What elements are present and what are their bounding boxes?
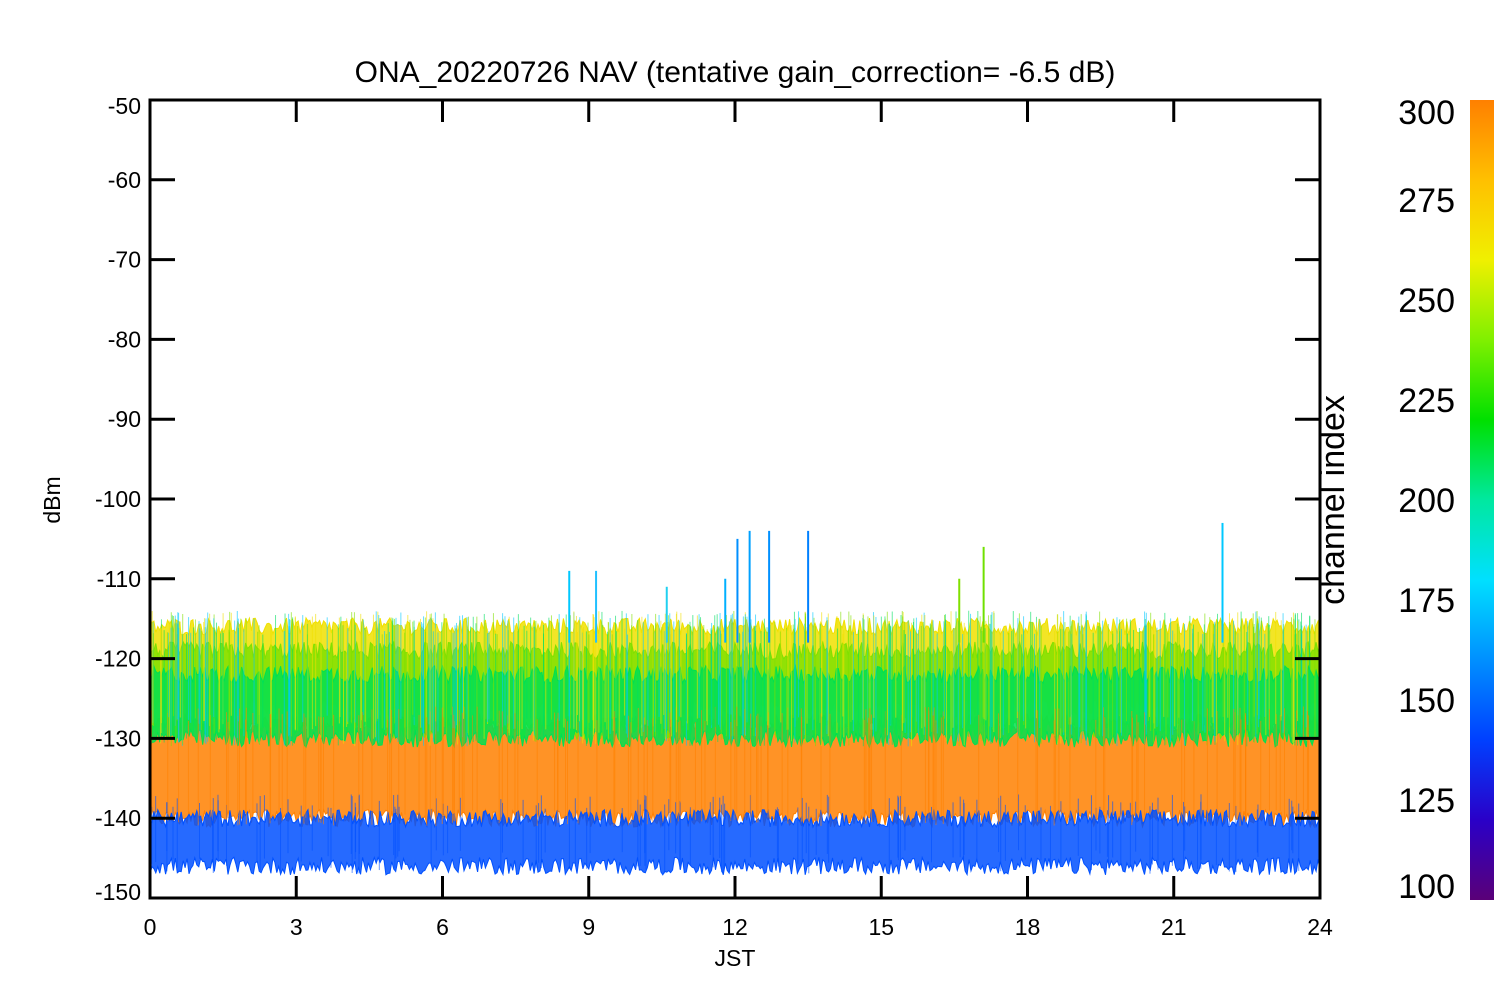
x-tick-label: 24 bbox=[1307, 914, 1333, 940]
colorbar bbox=[1470, 100, 1494, 900]
x-axis-ticks: 0 3 6 9 12 15 18 21 24 bbox=[144, 100, 1333, 940]
colorbar-label: channel index bbox=[1314, 395, 1352, 605]
chart-title: ONA_20220726 NAV (tentative gain_correct… bbox=[355, 56, 1116, 89]
colorbar-ticks: 300 275 250 225 200 175 150 125 100 bbox=[1398, 94, 1455, 906]
colorbar-tick-label: 300 bbox=[1398, 94, 1455, 132]
y-tick-label: -70 bbox=[108, 247, 141, 273]
colorbar-tick-label: 125 bbox=[1398, 782, 1455, 820]
colorbar-tick-label: 175 bbox=[1398, 582, 1455, 620]
colorbar-tick-label: 100 bbox=[1398, 868, 1455, 906]
x-tick-label: 9 bbox=[582, 914, 595, 940]
x-tick-label: 6 bbox=[436, 914, 449, 940]
x-tick-label: 0 bbox=[144, 914, 157, 940]
y-tick-label: -150 bbox=[95, 879, 141, 905]
y-tick-label: -140 bbox=[95, 805, 141, 831]
x-tick-label: 3 bbox=[290, 914, 303, 940]
y-tick-label: -80 bbox=[108, 326, 141, 352]
plot-area bbox=[150, 522, 1320, 877]
x-tick-label: 18 bbox=[1015, 914, 1041, 940]
x-tick-label: 12 bbox=[722, 914, 748, 940]
y-axis-ticks: -50 -60 -70 -80 -90 -100 -110 -120 -130 -140 -150 bbox=[95, 93, 1320, 905]
y-tick-label: -120 bbox=[95, 646, 141, 672]
x-tick-label: 21 bbox=[1161, 914, 1187, 940]
colorbar-tick-label: 250 bbox=[1398, 282, 1455, 320]
colorbar-tick-label: 200 bbox=[1398, 482, 1455, 520]
y-tick-label: -50 bbox=[108, 93, 141, 119]
colorbar-tick-label: 150 bbox=[1398, 682, 1455, 720]
y-tick-label: -90 bbox=[108, 406, 141, 432]
y-tick-label: -110 bbox=[97, 566, 141, 592]
colorbar-tick-label: 225 bbox=[1398, 382, 1455, 420]
x-axis-label: JST bbox=[715, 945, 756, 971]
y-tick-label: -60 bbox=[108, 167, 141, 193]
x-tick-label: 15 bbox=[868, 914, 894, 940]
y-tick-label: -130 bbox=[95, 725, 141, 751]
colorbar-tick-label: 275 bbox=[1398, 182, 1455, 220]
series-band bbox=[150, 808, 1320, 877]
y-axis-label: dBm bbox=[39, 476, 65, 523]
y-tick-label: -100 bbox=[95, 486, 141, 512]
